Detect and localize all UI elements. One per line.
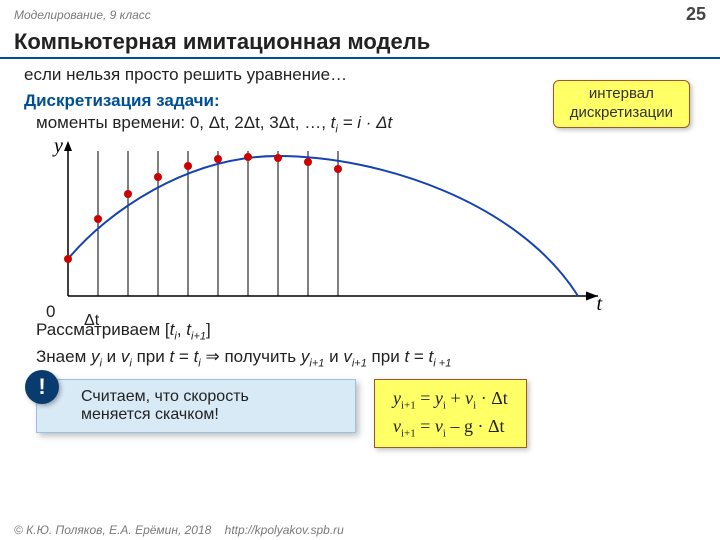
moments-formula: 0, Δt, 2Δt, 3Δt, …, <box>190 113 331 132</box>
f2-eq: = <box>416 416 435 436</box>
p1-pre: Рассматриваем [ <box>36 320 170 339</box>
p2-v2: v <box>343 347 352 366</box>
p2-arrow: ⇒ получить <box>201 347 301 366</box>
moments-line: моменты времени: 0, Δt, 2Δt, 3Δt, …, ti … <box>36 113 704 135</box>
formula-box: yi+1 = yi + vi · Δt vi+1 = vi – g · Δt <box>374 379 527 448</box>
p2-yi1: i+1 <box>309 357 324 369</box>
footer: © К.Ю. Поляков, Е.А. Ерёмин, 2018 http:/… <box>0 523 344 537</box>
bottom-row: ! Считаем, что скорость меняется скачком… <box>36 379 704 448</box>
note-line1: Считаем, что скорость <box>81 388 343 406</box>
p2-c: при <box>132 347 170 366</box>
page-title: Компьютерная имитационная модель <box>0 27 720 59</box>
page-number: 25 <box>686 4 706 25</box>
header-label: Моделирование, 9 класс <box>14 8 686 22</box>
x-axis-label: t <box>596 293 602 316</box>
p2-eq3: = <box>409 347 428 366</box>
formula-1: yi+1 = yi + vi · Δt <box>393 386 508 413</box>
chart: y t 0 Δt <box>48 141 608 316</box>
para-known: Знаем yi и vi при t = ti ⇒ получить yi+1… <box>36 347 704 369</box>
subheading: Дискретизация задачи: <box>24 91 704 111</box>
f1-r2v: v <box>465 388 473 408</box>
moments-prefix: моменты времени: <box>36 113 190 132</box>
p2-vi1: i+1 <box>352 357 367 369</box>
f1-r1v: y <box>435 388 443 408</box>
f2-ls: i+1 <box>401 427 416 439</box>
p1-i1: i+1 <box>191 331 206 343</box>
moments-eq: = i · Δt <box>338 113 392 132</box>
f1-p: + <box>446 388 465 408</box>
footer-link[interactable]: http://kpolyakov.spb.ru <box>225 523 344 537</box>
f2-lv: v <box>393 416 401 436</box>
p2-b2: и <box>324 347 343 366</box>
para-interval: Рассматриваем [ti, ti+1] <box>36 320 704 342</box>
note-line2: меняется скачком! <box>81 406 343 424</box>
zero-label: 0 <box>46 302 55 322</box>
y-axis-label: y <box>54 135 63 158</box>
exclamation-icon: ! <box>25 370 59 404</box>
important-note: ! Считаем, что скорость меняется скачком… <box>36 379 356 433</box>
footer-copy: © К.Ю. Поляков, Е.А. Ерёмин, 2018 <box>14 523 211 537</box>
header-strip: Моделирование, 9 класс 25 <box>0 0 720 27</box>
formula-2: vi+1 = vi – g · Δt <box>393 414 508 441</box>
dt-label: Δt <box>84 312 99 330</box>
f2-r2: – g · Δt <box>446 416 505 436</box>
intro-line: если нельзя просто решить уравнение… <box>24 65 704 85</box>
p2-eq1: = <box>174 347 193 366</box>
f1-lv: y <box>393 388 401 408</box>
content-area: если нельзя просто решить уравнение… Дис… <box>0 63 720 448</box>
p2-ti1sub: i +1 <box>433 357 451 369</box>
p1-mid: , <box>177 320 186 339</box>
p2-a: Знаем <box>36 347 91 366</box>
f1-ls: i+1 <box>401 400 416 412</box>
p2-eq2: при <box>367 347 405 366</box>
f1-eq: = <box>416 388 435 408</box>
p2-b: и <box>102 347 121 366</box>
p1-post: ] <box>206 320 211 339</box>
chart-svg <box>48 141 608 316</box>
f1-t: · Δt <box>476 388 508 408</box>
f2-r1v: v <box>435 416 443 436</box>
